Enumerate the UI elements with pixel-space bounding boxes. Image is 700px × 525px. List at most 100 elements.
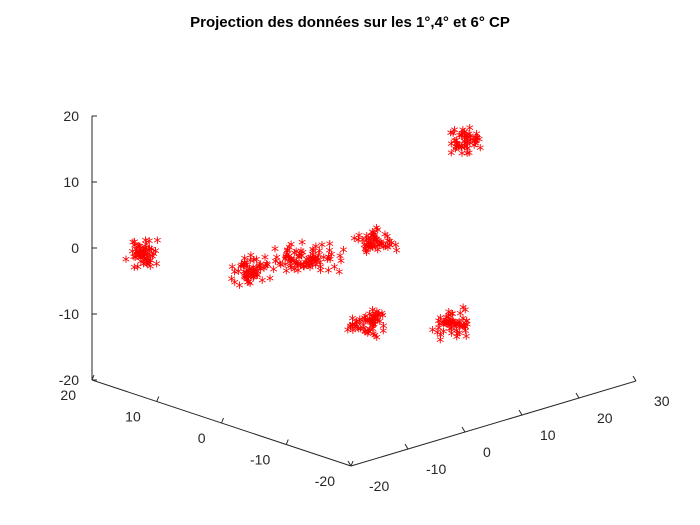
data-point: * bbox=[471, 134, 479, 153]
data-point: * bbox=[364, 323, 372, 342]
data-point: * bbox=[473, 131, 481, 150]
vertical-axis-tick-label: -20 bbox=[59, 372, 79, 388]
data-point: * bbox=[335, 265, 343, 284]
data-point: * bbox=[366, 241, 374, 260]
data-point: * bbox=[372, 232, 380, 251]
data-point: * bbox=[460, 131, 468, 150]
data-point: * bbox=[241, 270, 249, 289]
data-point: * bbox=[451, 133, 459, 152]
data-point: * bbox=[435, 314, 443, 333]
data-point: * bbox=[354, 322, 362, 341]
data-point: * bbox=[366, 322, 374, 341]
right-depth-axis-tick-label: 30 bbox=[654, 393, 670, 409]
data-point: * bbox=[139, 245, 147, 264]
data-point: * bbox=[465, 127, 473, 146]
right-depth-axis-tick bbox=[632, 375, 637, 382]
data-point: * bbox=[285, 240, 293, 259]
data-point: * bbox=[369, 316, 377, 335]
data-point: * bbox=[282, 250, 290, 269]
data-point: * bbox=[368, 225, 376, 244]
data-point: * bbox=[380, 239, 388, 258]
data-point: * bbox=[249, 260, 257, 279]
data-point: * bbox=[257, 257, 265, 276]
data-point: * bbox=[272, 254, 280, 273]
data-point: * bbox=[236, 278, 244, 297]
data-point: * bbox=[440, 316, 448, 335]
data-point: * bbox=[228, 260, 236, 279]
data-point: * bbox=[364, 232, 372, 251]
data-point: * bbox=[252, 261, 260, 280]
left-depth-axis-tick-label: 10 bbox=[125, 409, 141, 425]
data-point: * bbox=[144, 247, 152, 266]
data-point: * bbox=[134, 260, 142, 279]
data-point: * bbox=[305, 256, 313, 275]
data-point: * bbox=[388, 235, 396, 254]
data-point: * bbox=[296, 246, 304, 265]
data-point: * bbox=[456, 139, 464, 158]
data-point: * bbox=[303, 252, 311, 271]
data-point: * bbox=[146, 247, 154, 266]
data-point: * bbox=[308, 253, 316, 272]
data-point: * bbox=[317, 263, 325, 282]
data-point: * bbox=[298, 235, 306, 254]
data-point: * bbox=[148, 242, 156, 261]
data-point: * bbox=[360, 311, 368, 330]
data-point: * bbox=[297, 243, 305, 262]
data-point: * bbox=[293, 255, 301, 274]
data-point: * bbox=[276, 256, 284, 275]
left-depth-axis-tick bbox=[221, 417, 224, 424]
data-point: * bbox=[464, 141, 472, 160]
data-point: * bbox=[462, 320, 470, 339]
data-point: * bbox=[130, 260, 138, 279]
left-depth-axis-tick bbox=[156, 396, 160, 402]
data-point: * bbox=[459, 318, 467, 337]
data-point: * bbox=[294, 256, 302, 275]
data-point: * bbox=[370, 226, 378, 245]
data-point: * bbox=[367, 239, 375, 258]
data-point: * bbox=[369, 228, 377, 247]
right-depth-axis-tick bbox=[404, 443, 409, 450]
data-point: * bbox=[355, 228, 363, 247]
data-point: * bbox=[442, 310, 450, 329]
data-point: * bbox=[133, 245, 141, 264]
data-point: * bbox=[362, 243, 370, 262]
data-point: * bbox=[309, 247, 317, 266]
data-point: * bbox=[309, 242, 317, 261]
data-point: * bbox=[142, 251, 150, 270]
data-point: * bbox=[448, 315, 456, 334]
right-depth-axis-tick bbox=[461, 426, 466, 433]
data-point: * bbox=[349, 311, 357, 330]
data-point: * bbox=[253, 267, 261, 286]
data-point: * bbox=[135, 248, 143, 267]
data-point: * bbox=[146, 259, 154, 278]
data-point: * bbox=[300, 260, 308, 279]
data-point: * bbox=[287, 237, 295, 256]
data-point: * bbox=[240, 259, 248, 278]
data-point: * bbox=[349, 323, 357, 342]
data-point: * bbox=[282, 264, 290, 283]
data-point: * bbox=[139, 249, 147, 268]
data-point: * bbox=[382, 238, 390, 257]
data-point: * bbox=[282, 249, 290, 268]
data-point: * bbox=[453, 330, 461, 349]
data-point: * bbox=[461, 139, 469, 158]
data-point: * bbox=[137, 251, 145, 270]
data-point: * bbox=[447, 145, 455, 164]
data-point: * bbox=[304, 258, 312, 277]
data-point: * bbox=[465, 146, 473, 165]
data-point: * bbox=[462, 139, 470, 158]
data-point: * bbox=[237, 258, 245, 277]
data-point: * bbox=[473, 127, 481, 146]
data-point: * bbox=[323, 252, 331, 271]
data-point: * bbox=[384, 240, 392, 259]
data-point: * bbox=[150, 246, 158, 265]
data-point: * bbox=[292, 244, 300, 263]
data-point: * bbox=[240, 264, 248, 283]
data-point: * bbox=[133, 249, 141, 268]
data-point: * bbox=[367, 235, 375, 254]
data-point: * bbox=[437, 328, 445, 347]
data-point: * bbox=[247, 268, 255, 287]
data-point: * bbox=[392, 237, 400, 256]
data-point: * bbox=[360, 238, 368, 257]
data-point: * bbox=[456, 306, 464, 325]
